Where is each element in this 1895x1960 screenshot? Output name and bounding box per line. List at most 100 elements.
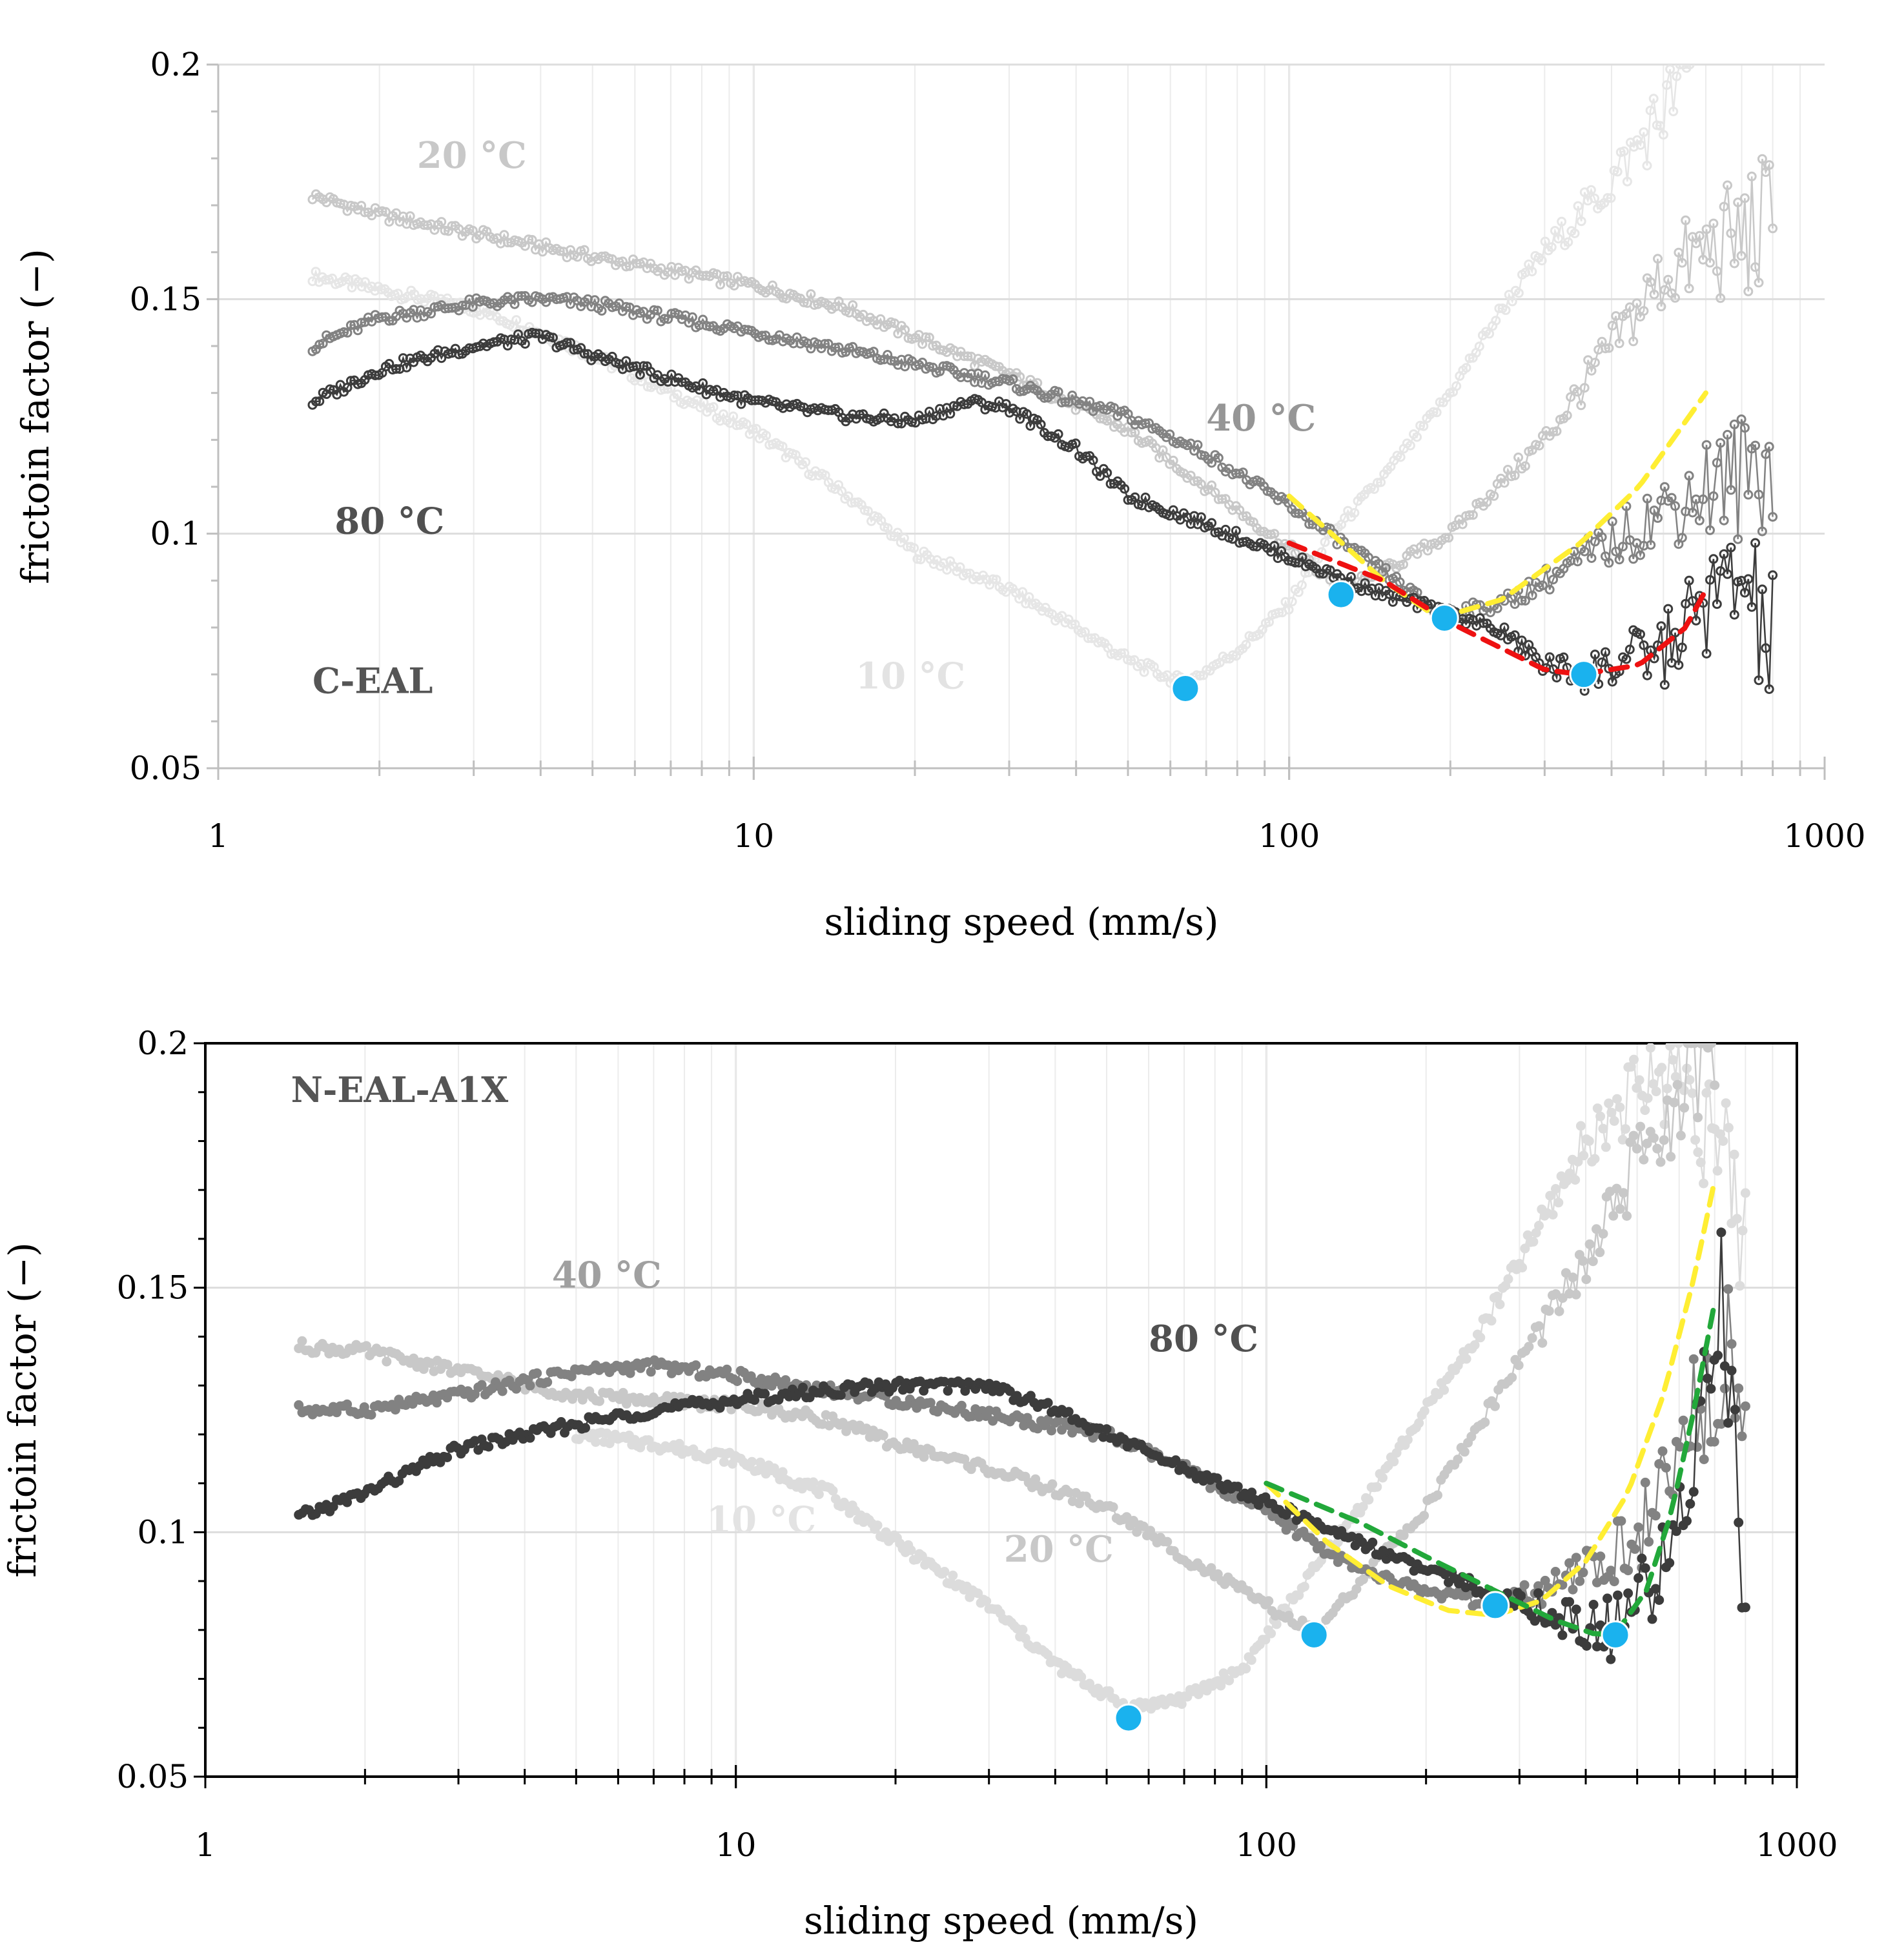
data-point [1719,549,1729,559]
plot-frame [204,1042,1798,1778]
data-point [1588,1600,1599,1609]
data-point [1606,193,1616,203]
data-point [1736,250,1746,261]
data-point [1659,680,1670,690]
axes [207,63,1826,780]
data-point [1296,580,1307,590]
data-point [1628,336,1639,347]
data-point [1603,1593,1612,1604]
data-point [1548,575,1559,585]
data-point [1611,546,1621,556]
data-point [402,362,412,373]
data-point [442,1453,453,1462]
data-point [1701,1088,1712,1098]
data-point [814,1489,824,1500]
data-point [1737,1225,1748,1236]
data-point [1576,216,1586,227]
data-point [1140,418,1151,429]
data-point [1528,1236,1539,1247]
data-point [1461,1354,1471,1364]
data-point [1598,1123,1608,1134]
data-point [1624,644,1635,655]
data-point [1632,1143,1642,1154]
data-point [1666,1152,1676,1162]
data-point [307,276,318,287]
data-point [1546,242,1557,252]
data-point [1713,1351,1723,1360]
data-point [1053,429,1063,439]
data-point [1544,1306,1554,1316]
data-point [1739,587,1750,598]
data-point [1694,230,1705,241]
data-point [881,1527,891,1537]
data-point [1674,1043,1684,1048]
data-point [1657,1446,1668,1456]
data-point [1171,1455,1181,1465]
data-point [1639,127,1649,138]
data-point [1624,302,1635,312]
data-point [1705,525,1715,535]
data-point [1360,578,1370,588]
data-point [1537,580,1548,591]
data-point [311,396,321,407]
data-point [1138,1521,1149,1531]
data-point [1315,568,1325,578]
minimum-marker [1480,1591,1510,1620]
data-point [1710,1124,1720,1134]
data-point [963,351,973,362]
data-point [1678,1415,1688,1425]
data-point [1682,1516,1692,1526]
data-point [1632,1083,1642,1093]
data-point [1740,1401,1750,1411]
x-tick-label: 10 [733,817,775,855]
data-point [973,1588,983,1598]
temperature-label: 80 °C [1149,1318,1258,1360]
data-point [943,1385,953,1396]
data-point [741,419,752,429]
temperature-label: 10 °C [855,655,965,697]
data-point [1642,161,1652,170]
data-point [1490,1401,1500,1411]
data-point [1085,396,1095,407]
data-point [1572,556,1583,567]
data-point [511,1383,522,1394]
data-point [1562,1176,1572,1186]
data-point [830,343,841,353]
data-point [532,1368,542,1378]
data-point [1733,198,1743,207]
data-point [1645,105,1655,116]
data-point [798,1382,808,1393]
data-point [948,1570,958,1580]
data-point [1679,1103,1690,1113]
data-point [878,1430,888,1440]
data-point [1750,262,1761,272]
series-20c [307,154,1778,595]
data-point [1608,1210,1619,1221]
data-point [1706,1383,1716,1394]
data-point [892,527,903,538]
data-point [691,1360,701,1371]
data-point [473,1445,484,1455]
data-point [1269,529,1280,539]
data-point [1746,171,1757,181]
data-point [991,575,1001,585]
data-point [1349,507,1360,518]
data-point [1701,224,1712,234]
data-point [1677,642,1687,653]
data-point [1595,1551,1606,1562]
data-point [1597,657,1607,668]
data-point [729,390,739,400]
data-point [1108,1502,1118,1512]
data-point [777,1467,788,1477]
data-point [1395,577,1405,587]
data-point [1537,1338,1548,1348]
data-point [1398,559,1408,569]
data-point [1491,316,1501,326]
data-point [945,409,956,419]
plot-area [307,65,1778,696]
data-point [1168,455,1178,465]
data-point [1358,1574,1368,1584]
data-point [1729,419,1739,429]
data-point [1661,1463,1671,1473]
data-point [1557,1630,1568,1640]
